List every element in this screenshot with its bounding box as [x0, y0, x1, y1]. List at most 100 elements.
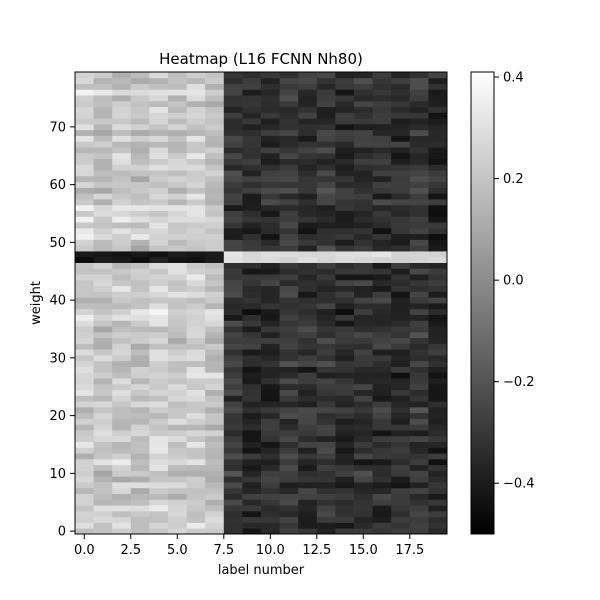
heatmap-cell: [149, 424, 169, 431]
heatmap-cell: [149, 389, 169, 396]
heatmap-cell: [130, 337, 150, 344]
heatmap-cell: [149, 129, 169, 136]
heatmap-cell: [242, 222, 262, 229]
heatmap-cell: [428, 522, 448, 529]
heatmap-cell: [354, 482, 373, 489]
heatmap-cell: [316, 141, 336, 148]
heatmap-cell: [335, 268, 355, 275]
heatmap-cell: [75, 308, 94, 315]
heatmap-cell: [75, 268, 94, 275]
heatmap-cell: [298, 112, 318, 119]
heatmap-cell: [186, 245, 206, 252]
heatmap-cell: [372, 256, 392, 263]
heatmap-cell: [242, 499, 262, 506]
heatmap-cell: [279, 141, 299, 148]
heatmap-cell: [242, 441, 262, 448]
heatmap-cell: [130, 331, 150, 339]
heatmap-cell: [205, 83, 225, 90]
heatmap-cell: [130, 476, 150, 483]
heatmap-cell: [168, 331, 187, 339]
heatmap-cell: [261, 279, 280, 287]
colorbar-tick-label: −0.2: [503, 375, 535, 390]
heatmap-cell: [261, 233, 280, 240]
heatmap-cell: [130, 164, 150, 171]
heatmap-cell: [223, 326, 243, 333]
heatmap-cell: [261, 268, 280, 275]
heatmap-cell: [149, 447, 169, 454]
heatmap-cell: [279, 245, 299, 252]
heatmap-cell: [205, 424, 225, 431]
heatmap-cell: [298, 72, 318, 79]
heatmap-cell: [168, 256, 187, 263]
heatmap-cell: [335, 337, 355, 344]
heatmap-cell: [186, 447, 206, 454]
heatmap-cell: [242, 476, 262, 483]
heatmap-cell: [149, 522, 169, 529]
heatmap-cell: [186, 476, 206, 483]
heatmap-cell: [428, 89, 448, 96]
heatmap-cell: [112, 487, 132, 494]
heatmap-cell: [223, 89, 243, 96]
heatmap-cell: [223, 482, 243, 489]
heatmap-cell: [149, 158, 169, 165]
heatmap-cell: [93, 372, 113, 379]
heatmap-cell: [205, 326, 225, 333]
heatmap-cell: [279, 499, 299, 506]
heatmap-cell: [149, 412, 169, 419]
heatmap-cell: [391, 303, 411, 310]
heatmap-cell: [279, 216, 299, 223]
heatmap-cell: [261, 516, 280, 523]
heatmap-cell: [335, 147, 355, 154]
heatmap-cell: [391, 510, 411, 518]
heatmap-cell: [186, 406, 206, 414]
heatmap-cell: [372, 279, 392, 287]
heatmap-cell: [428, 112, 448, 119]
heatmap-cell: [261, 528, 280, 535]
heatmap-cell: [168, 216, 187, 223]
heatmap-cell: [223, 366, 243, 373]
heatmap-cell: [261, 100, 280, 108]
heatmap-cell: [372, 152, 392, 160]
heatmap-cell: [223, 268, 243, 275]
heatmap-cell: [409, 418, 429, 425]
heatmap-cell: [316, 187, 336, 194]
heatmap-cell: [75, 112, 94, 119]
heatmap-cell: [112, 152, 132, 160]
heatmap-cell: [391, 106, 411, 113]
heatmap-cell: [168, 510, 187, 518]
heatmap-cell: [279, 366, 299, 373]
heatmap-cell: [428, 389, 448, 396]
heatmap-cell: [205, 435, 225, 442]
heatmap-cell: [261, 187, 280, 194]
heatmap-cell: [93, 291, 113, 298]
heatmap-cell: [335, 476, 355, 483]
heatmap-cell: [130, 418, 150, 425]
heatmap-cell: [149, 100, 169, 108]
heatmap-cell: [335, 83, 355, 90]
heatmap-cell: [391, 354, 411, 362]
heatmap-cell: [75, 516, 94, 523]
heatmap-cell: [428, 337, 448, 344]
heatmap-cell: [409, 256, 429, 263]
heatmap-cell: [316, 331, 336, 339]
heatmap-cell: [316, 441, 336, 448]
heatmap-cell: [261, 297, 280, 304]
heatmap-cell: [112, 528, 132, 535]
heatmap-cell: [279, 516, 299, 523]
heatmap-cell: [149, 164, 169, 171]
heatmap-cell: [149, 118, 169, 125]
heatmap-cell: [354, 106, 373, 113]
heatmap-cell: [409, 118, 429, 125]
heatmap-cell: [242, 378, 262, 385]
heatmap-cell: [112, 331, 132, 339]
heatmap-cell: [186, 349, 206, 356]
heatmap-cell: [75, 331, 94, 339]
heatmap-cell: [93, 354, 113, 362]
heatmap-cell: [409, 141, 429, 148]
heatmap-cell: [112, 135, 132, 142]
heatmap-cell: [242, 152, 262, 160]
heatmap-cell: [354, 320, 373, 327]
heatmap-cell: [112, 164, 132, 171]
heatmap-cell: [372, 251, 392, 258]
heatmap-cell: [261, 522, 280, 529]
